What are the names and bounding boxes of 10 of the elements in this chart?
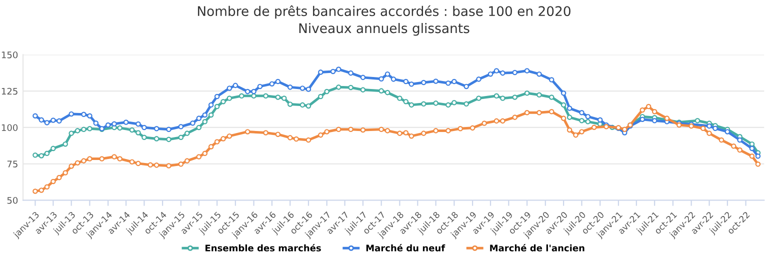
legend-label: Ensemble des marchés: [206, 244, 321, 252]
y-tick-label: 150: [2, 51, 18, 58]
y-tick-label: 100: [2, 124, 18, 132]
legend-label: Marché de l'ancien: [490, 244, 584, 252]
chart-title: Nombre de prêts bancaires accordés : base 100 en 2020: [198, 5, 570, 19]
chart-subtitle: Niveaux annuels glissants: [299, 22, 470, 36]
y-tick-label: 75: [7, 160, 18, 168]
y-tick-label: 50: [7, 196, 18, 204]
legend-label: Marché du neuf: [366, 244, 446, 252]
y-tick-label: 125: [2, 88, 18, 95]
